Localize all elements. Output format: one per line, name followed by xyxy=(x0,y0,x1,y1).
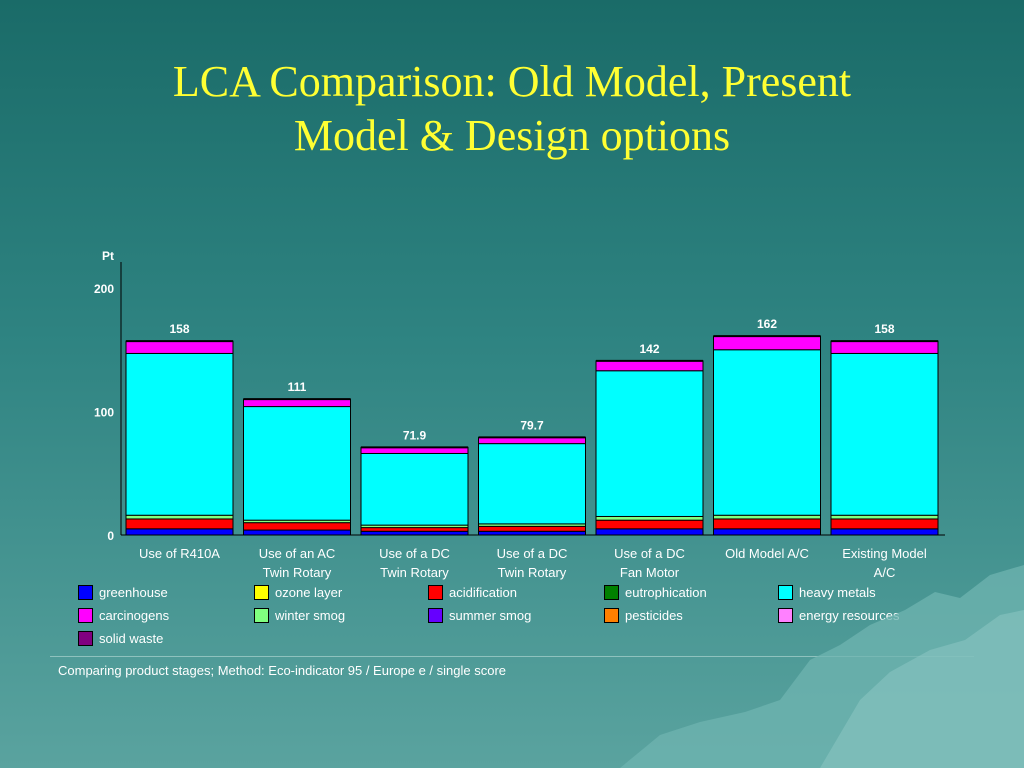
legend-swatch xyxy=(254,608,269,623)
legend-item: eutrophication xyxy=(604,583,778,602)
legend-swatch xyxy=(428,608,443,623)
x-category-label: Existing Model xyxy=(842,546,927,561)
legend-swatch xyxy=(78,631,93,646)
y-axis-unit: Pt xyxy=(102,249,114,263)
x-category-label: Twin Rotary xyxy=(380,565,449,580)
bar-total-label: 71.9 xyxy=(403,428,427,442)
bar-total-label: 111 xyxy=(288,380,307,394)
legend-label: pesticides xyxy=(625,608,683,623)
mountain-highlight xyxy=(820,610,1024,768)
stacked-bar-chart: Pt 0 100 200 158 Use of R410A 111 Use of an AC T… xyxy=(94,249,945,580)
chart-legend: greenhouse ozone layer acidification eutrop… xyxy=(78,583,958,648)
legend-label: ozone layer xyxy=(275,585,343,600)
bar-group: 71.9 Use of a DC Twin Rotary xyxy=(360,428,469,580)
bar-total-label: 158 xyxy=(874,322,894,336)
legend-item: heavy metals xyxy=(778,583,958,602)
bar-segment-heavy-metals xyxy=(360,452,469,526)
bar-group: 158 Existing Model A/C xyxy=(830,322,939,580)
legend-swatch xyxy=(428,585,443,600)
legend-swatch xyxy=(778,585,793,600)
footer-divider xyxy=(50,656,974,657)
bar-total-label: 162 xyxy=(757,317,777,331)
bar-group: 111 Use of an AC Twin Rotary xyxy=(243,380,351,580)
bar-total-label: 79.7 xyxy=(520,418,544,432)
legend-swatch xyxy=(78,585,93,600)
legend-label: winter smog xyxy=(275,608,346,623)
legend-item: greenhouse xyxy=(78,583,254,602)
legend-swatch xyxy=(778,608,793,623)
legend-swatch xyxy=(604,608,619,623)
legend-label: heavy metals xyxy=(799,585,876,600)
legend-item: winter smog xyxy=(254,606,428,625)
legend-label: acidification xyxy=(449,585,517,600)
y-tick-label: 200 xyxy=(94,282,114,296)
bar-group: 79.7 Use of a DC Twin Rotary xyxy=(478,418,586,580)
legend-item: ozone layer xyxy=(254,583,428,602)
x-category-label: Use of a DC xyxy=(379,546,450,561)
legend-item: pesticides xyxy=(604,606,778,625)
x-category-label: Use of an AC xyxy=(259,546,336,561)
legend-label: energy resources xyxy=(799,608,900,623)
legend-item: energy resources xyxy=(778,606,958,625)
slide-title: LCA Comparison: Old Model, Present Model… xyxy=(0,55,1024,163)
bar-segment-heavy-metals xyxy=(125,352,234,516)
legend-swatch xyxy=(604,585,619,600)
x-category-label: Use of R410A xyxy=(139,546,220,561)
bar-segment-heavy-metals xyxy=(713,349,821,516)
legend-label: summer smog xyxy=(449,608,532,623)
bar-group: 158 Use of R410A xyxy=(125,322,234,561)
legend-item: solid waste xyxy=(78,629,254,648)
legend-label: carcinogens xyxy=(99,608,170,623)
legend-swatch xyxy=(254,585,269,600)
legend-item: summer smog xyxy=(428,606,604,625)
bar-group: 142 Use of a DC Fan Motor xyxy=(595,342,704,580)
x-category-label: A/C xyxy=(874,565,896,580)
slide-title-line-2: Model & Design options xyxy=(293,111,731,160)
bar-total-label: 142 xyxy=(639,342,659,356)
bar-segment-heavy-metals xyxy=(595,370,704,517)
y-tick-label: 100 xyxy=(94,406,114,420)
x-category-label: Use of a DC xyxy=(497,546,568,561)
slide-title-line-1: LCA Comparison: Old Model, Present xyxy=(172,57,852,106)
x-category-label: Fan Motor xyxy=(620,565,680,580)
x-category-label: Old Model A/C xyxy=(725,546,809,561)
y-tick-label: 0 xyxy=(107,529,114,543)
bar-total-label: 158 xyxy=(169,322,189,336)
legend-item: acidification xyxy=(428,583,604,602)
legend-label: solid waste xyxy=(99,631,164,646)
chart-footnote: Comparing product stages; Method: Eco-in… xyxy=(58,663,507,678)
bar-segment-heavy-metals xyxy=(478,443,586,525)
bar-group: 162 Old Model A/C xyxy=(713,317,821,561)
x-category-label: Twin Rotary xyxy=(498,565,567,580)
x-category-label: Use of a DC xyxy=(614,546,685,561)
x-category-label: Twin Rotary xyxy=(263,565,332,580)
legend-swatch xyxy=(78,608,93,623)
legend-label: eutrophication xyxy=(625,585,707,600)
legend-label: greenhouse xyxy=(99,585,168,600)
legend-item: carcinogens xyxy=(78,606,254,625)
